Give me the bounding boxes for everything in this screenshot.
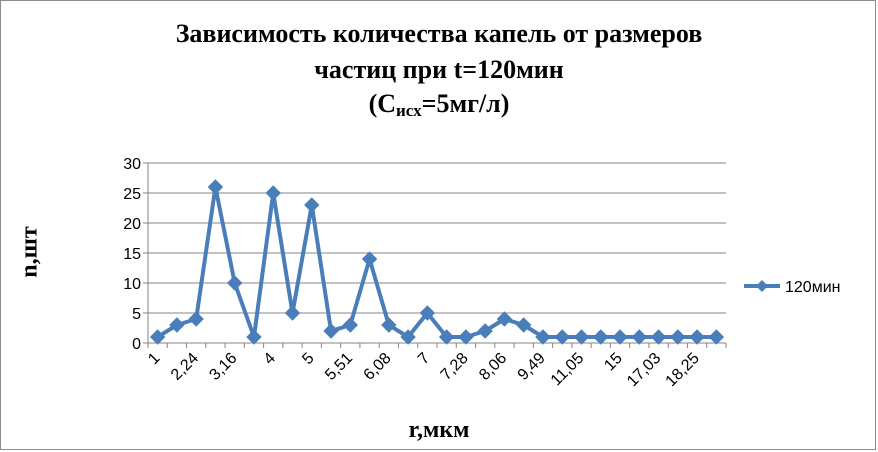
data-point-marker bbox=[323, 323, 339, 339]
data-point-marker bbox=[631, 329, 648, 345]
data-point-marker bbox=[246, 329, 262, 345]
axes bbox=[143, 162, 727, 348]
x-tick-label: 11,05 bbox=[548, 350, 588, 390]
y-tick-label: 0 bbox=[132, 336, 141, 353]
chart-title-line1: Зависимость количества капель от размеро… bbox=[175, 19, 703, 48]
data-point-marker bbox=[535, 329, 551, 345]
x-tick-label: 5,51 bbox=[322, 350, 356, 384]
x-tick-label: 6,08 bbox=[361, 350, 395, 384]
data-point-marker bbox=[265, 185, 281, 201]
chart-title-line2: частиц при t=120мин bbox=[314, 55, 564, 84]
y-tick-labels: 0 5 10 15 20 25 30 bbox=[123, 156, 141, 353]
gridlines bbox=[148, 162, 726, 314]
series-line bbox=[156, 185, 717, 339]
data-point-marker bbox=[149, 329, 166, 345]
x-tick-label: 9,49 bbox=[515, 350, 549, 384]
y-tick-label: 5 bbox=[132, 306, 141, 323]
x-tick-labels: 1 2,24 3,16 4 5 5,51 6,08 7 7,28 8,06 9,49 11,05 151… bbox=[145, 350, 703, 390]
x-tick-label: 3,16 bbox=[206, 350, 240, 384]
data-point-marker bbox=[169, 317, 185, 333]
data-point-marker bbox=[361, 251, 378, 267]
data-point-marker bbox=[708, 329, 725, 345]
data-point-marker bbox=[438, 329, 455, 345]
x-tick-label: 8,06 bbox=[476, 350, 510, 384]
x-tick-label: 17,03 bbox=[624, 350, 664, 390]
data-point-marker bbox=[226, 275, 243, 291]
data-point-marker bbox=[515, 317, 532, 333]
legend-marker bbox=[756, 280, 768, 292]
y-tick-label: 15 bbox=[123, 246, 141, 263]
data-point-marker bbox=[593, 329, 609, 345]
y-tick-label: 10 bbox=[123, 276, 141, 293]
chart-title-line3: (Cисх=5мг/л) bbox=[0, 88, 878, 127]
data-point-marker bbox=[304, 197, 320, 213]
title-line3-subscript: исх bbox=[396, 101, 422, 120]
y-tick-label: 30 bbox=[123, 156, 141, 173]
data-point-marker bbox=[342, 317, 359, 333]
series-group bbox=[149, 179, 725, 345]
x-axis-title: r,мкм bbox=[408, 417, 470, 443]
legend-label: 120мин bbox=[785, 279, 840, 296]
data-point-marker bbox=[284, 305, 301, 321]
data-point-marker bbox=[573, 329, 590, 345]
x-tick-label: 1 bbox=[145, 350, 163, 368]
x-tick-label: 7 bbox=[415, 350, 433, 368]
data-point-marker bbox=[381, 317, 397, 333]
x-tick-label: 15 bbox=[601, 350, 626, 375]
x-tick-label: 5 bbox=[299, 350, 317, 368]
data-point-marker bbox=[496, 311, 513, 327]
title-line3-suffix: =5мг/л) bbox=[421, 89, 510, 118]
data-point-marker bbox=[670, 329, 686, 345]
x-tick-label: 7,28 bbox=[438, 350, 472, 384]
data-point-marker bbox=[689, 329, 705, 345]
data-point-marker bbox=[188, 311, 204, 327]
data-point-marker bbox=[458, 329, 474, 345]
title-line3-prefix: (C bbox=[368, 89, 396, 118]
data-point-marker bbox=[650, 329, 667, 345]
x-tick-label: 4 bbox=[261, 350, 279, 368]
x-tick-label: 2,24 bbox=[168, 350, 202, 384]
data-point-marker bbox=[419, 305, 436, 321]
data-point-marker bbox=[554, 329, 570, 345]
data-point-marker bbox=[400, 329, 416, 345]
data-point-marker bbox=[477, 323, 493, 339]
y-tick-label: 20 bbox=[123, 216, 141, 233]
data-point-marker bbox=[207, 179, 224, 195]
x-tick-label: 18,25 bbox=[663, 350, 703, 390]
y-tick-label: 25 bbox=[123, 186, 141, 203]
legend: 120мин bbox=[744, 279, 840, 296]
data-point-marker bbox=[612, 329, 628, 345]
